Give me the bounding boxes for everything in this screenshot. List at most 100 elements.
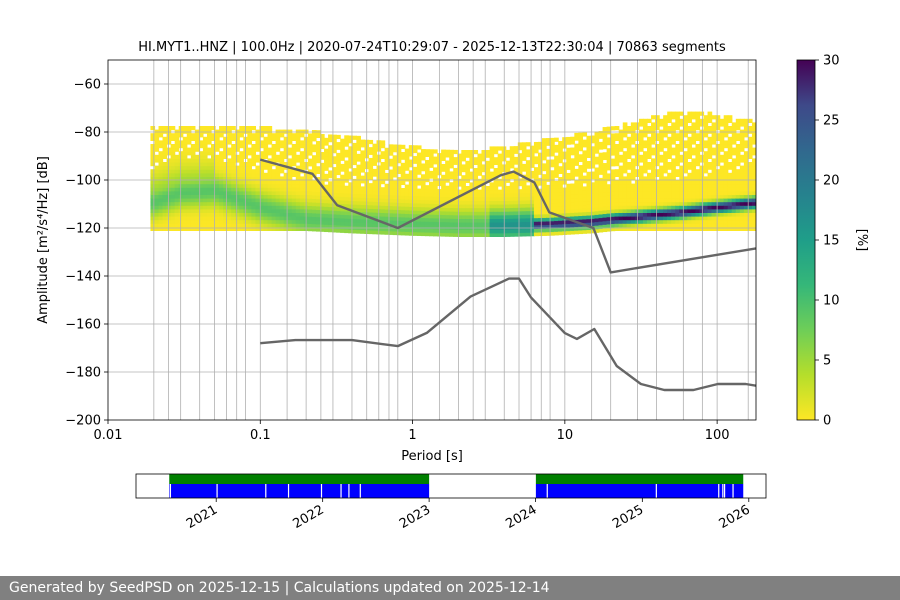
timeline-frame bbox=[135, 473, 767, 499]
density-cell bbox=[360, 186, 366, 191]
density-cell bbox=[235, 144, 240, 149]
density-cell bbox=[618, 226, 624, 231]
density-cell bbox=[412, 192, 418, 197]
density-cell bbox=[186, 216, 192, 221]
density-cell bbox=[622, 219, 628, 224]
density-cell bbox=[509, 225, 515, 230]
density-cell bbox=[315, 141, 321, 146]
density-cell bbox=[683, 194, 688, 199]
density-cell bbox=[578, 154, 584, 159]
density-cell bbox=[392, 155, 398, 160]
density-cell bbox=[630, 172, 636, 177]
density-cell bbox=[251, 190, 257, 195]
density-cell bbox=[610, 227, 616, 232]
density-cell bbox=[695, 216, 701, 221]
density-cell bbox=[400, 173, 406, 178]
density-cell bbox=[223, 226, 228, 231]
density-cell bbox=[247, 183, 252, 188]
density-cell bbox=[489, 218, 495, 223]
density-cell bbox=[525, 174, 531, 179]
density-cell bbox=[554, 209, 559, 214]
density-cell bbox=[525, 217, 531, 222]
density-cell bbox=[509, 164, 515, 169]
density-cell bbox=[513, 174, 519, 180]
density-cell bbox=[420, 195, 426, 201]
density-cell bbox=[723, 126, 729, 131]
density-cell bbox=[525, 203, 531, 208]
density-cell bbox=[441, 214, 446, 219]
density-cell bbox=[699, 118, 705, 123]
density-cell bbox=[707, 208, 713, 213]
density-cell bbox=[626, 216, 632, 221]
density-cell bbox=[202, 147, 208, 152]
density-cell bbox=[408, 173, 414, 179]
density-cell bbox=[671, 140, 676, 145]
density-cell bbox=[630, 198, 636, 203]
density-cell bbox=[328, 202, 333, 208]
density-cell bbox=[735, 219, 741, 224]
density-cell bbox=[695, 147, 701, 152]
density-cell bbox=[219, 226, 224, 231]
density-cell bbox=[340, 225, 345, 230]
density-cell bbox=[194, 154, 200, 159]
density-cell bbox=[211, 183, 216, 188]
density-cell bbox=[360, 161, 366, 166]
density-cell bbox=[683, 126, 688, 131]
density-cell bbox=[497, 193, 503, 198]
density-cell bbox=[663, 133, 668, 138]
density-cell bbox=[630, 201, 636, 206]
density-cell bbox=[255, 183, 261, 188]
density-cell bbox=[174, 219, 180, 224]
density-cell bbox=[622, 158, 628, 163]
density-cell bbox=[348, 229, 353, 234]
density-cell bbox=[473, 229, 479, 234]
density-cell bbox=[489, 171, 495, 176]
density-cell bbox=[663, 205, 668, 210]
density-cell bbox=[687, 216, 693, 221]
density-cell bbox=[170, 183, 176, 188]
density-cell bbox=[683, 144, 688, 149]
density-cell bbox=[388, 176, 394, 181]
density-cell bbox=[602, 209, 608, 215]
density-cell bbox=[679, 140, 684, 145]
density-cell bbox=[352, 142, 357, 148]
density-cell bbox=[416, 199, 422, 204]
density-cell bbox=[344, 167, 349, 172]
density-cell bbox=[727, 136, 733, 141]
density-cell bbox=[259, 172, 265, 177]
density-cell bbox=[247, 190, 252, 195]
density-cell bbox=[727, 144, 733, 149]
density-cell bbox=[271, 169, 277, 174]
density-cell bbox=[162, 176, 168, 181]
density-cell bbox=[332, 134, 337, 139]
density-cell bbox=[691, 172, 697, 177]
density-cell bbox=[404, 195, 410, 200]
density-cell bbox=[449, 207, 454, 212]
density-cell bbox=[691, 151, 697, 156]
x-tick-label: 0.01 bbox=[94, 428, 123, 443]
density-cell bbox=[400, 152, 406, 157]
density-cell bbox=[412, 231, 418, 236]
density-cell bbox=[691, 194, 697, 199]
density-cell bbox=[747, 154, 753, 159]
density-cell bbox=[651, 201, 656, 206]
density-cell bbox=[723, 133, 729, 138]
density-cell bbox=[598, 170, 604, 175]
density-cell bbox=[715, 226, 721, 231]
density-cell bbox=[174, 223, 180, 228]
data-coverage-timeline bbox=[135, 473, 767, 499]
density-cell bbox=[247, 223, 252, 228]
density-cell bbox=[473, 178, 479, 183]
density-cell bbox=[215, 154, 220, 159]
density-cell bbox=[586, 153, 592, 158]
density-cell bbox=[255, 147, 261, 152]
density-cell bbox=[231, 226, 236, 231]
density-cell bbox=[170, 158, 176, 163]
density-cell bbox=[404, 148, 410, 153]
density-cell bbox=[457, 182, 462, 187]
density-cell bbox=[517, 167, 523, 172]
density-cell bbox=[215, 194, 220, 199]
density-cell bbox=[271, 147, 277, 152]
density-cell bbox=[170, 194, 176, 199]
density-cell bbox=[174, 147, 180, 152]
